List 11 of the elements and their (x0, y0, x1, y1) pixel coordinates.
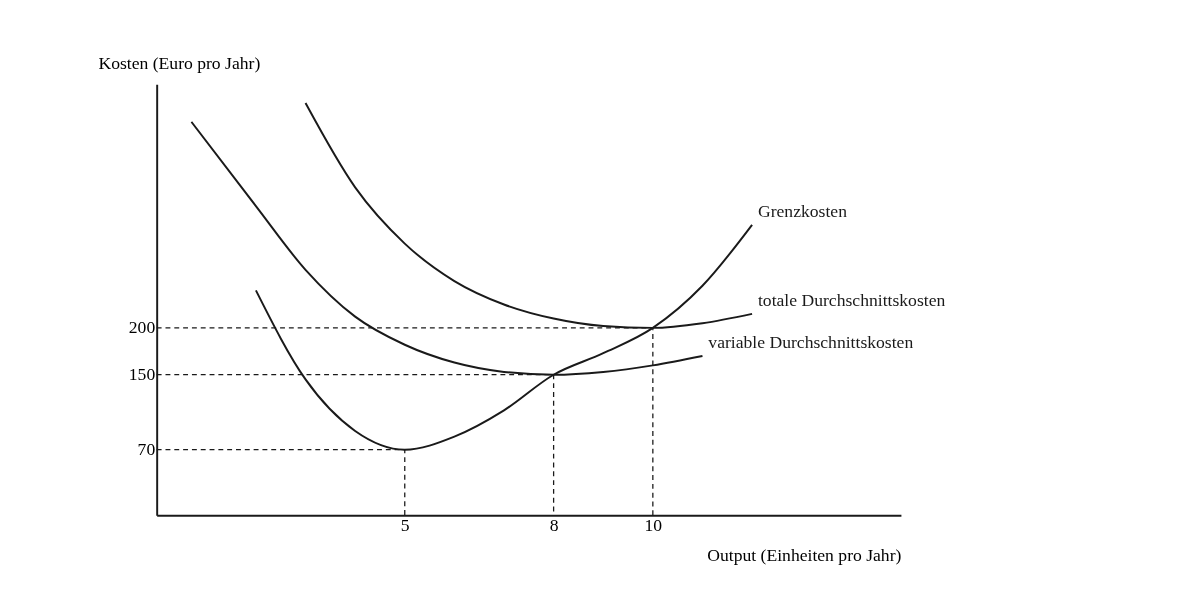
series-label: Grenzkosten (757, 201, 848, 222)
x-tick-label: 10 (644, 515, 663, 536)
y-tick-label: 200 (128, 317, 156, 338)
x-tick-label: 8 (549, 515, 559, 536)
x-axis-title: Output (Einheiten pro Jahr) (707, 544, 902, 565)
x-tick-label: 5 (400, 515, 410, 536)
series-label: totale Durchschnittskosten (757, 290, 946, 311)
y-axis-title: Kosten (Euro pro Jahr) (98, 53, 261, 74)
series-label: variable Durchschnittskosten (708, 332, 914, 353)
y-tick-label: 70 (137, 439, 156, 460)
y-tick-label: 150 (128, 364, 156, 385)
